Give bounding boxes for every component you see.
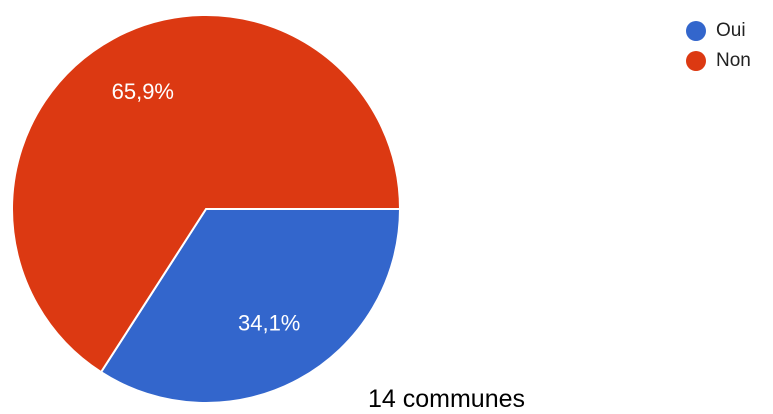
legend-item-non: Non — [686, 46, 751, 76]
legend-swatch-non — [686, 51, 706, 71]
legend-swatch-oui — [686, 21, 706, 41]
legend-label-non: Non — [716, 50, 751, 71]
legend-label-oui: Oui — [716, 20, 746, 41]
pie-slice-non — [11, 14, 402, 374]
slice-label-oui: 34,1% — [238, 311, 300, 336]
chart-caption: 14 communes — [368, 385, 526, 413]
legend-item-oui: Oui — [686, 16, 751, 46]
legend: Oui Non — [686, 16, 751, 76]
slice-label-non: 65,9% — [112, 79, 174, 104]
